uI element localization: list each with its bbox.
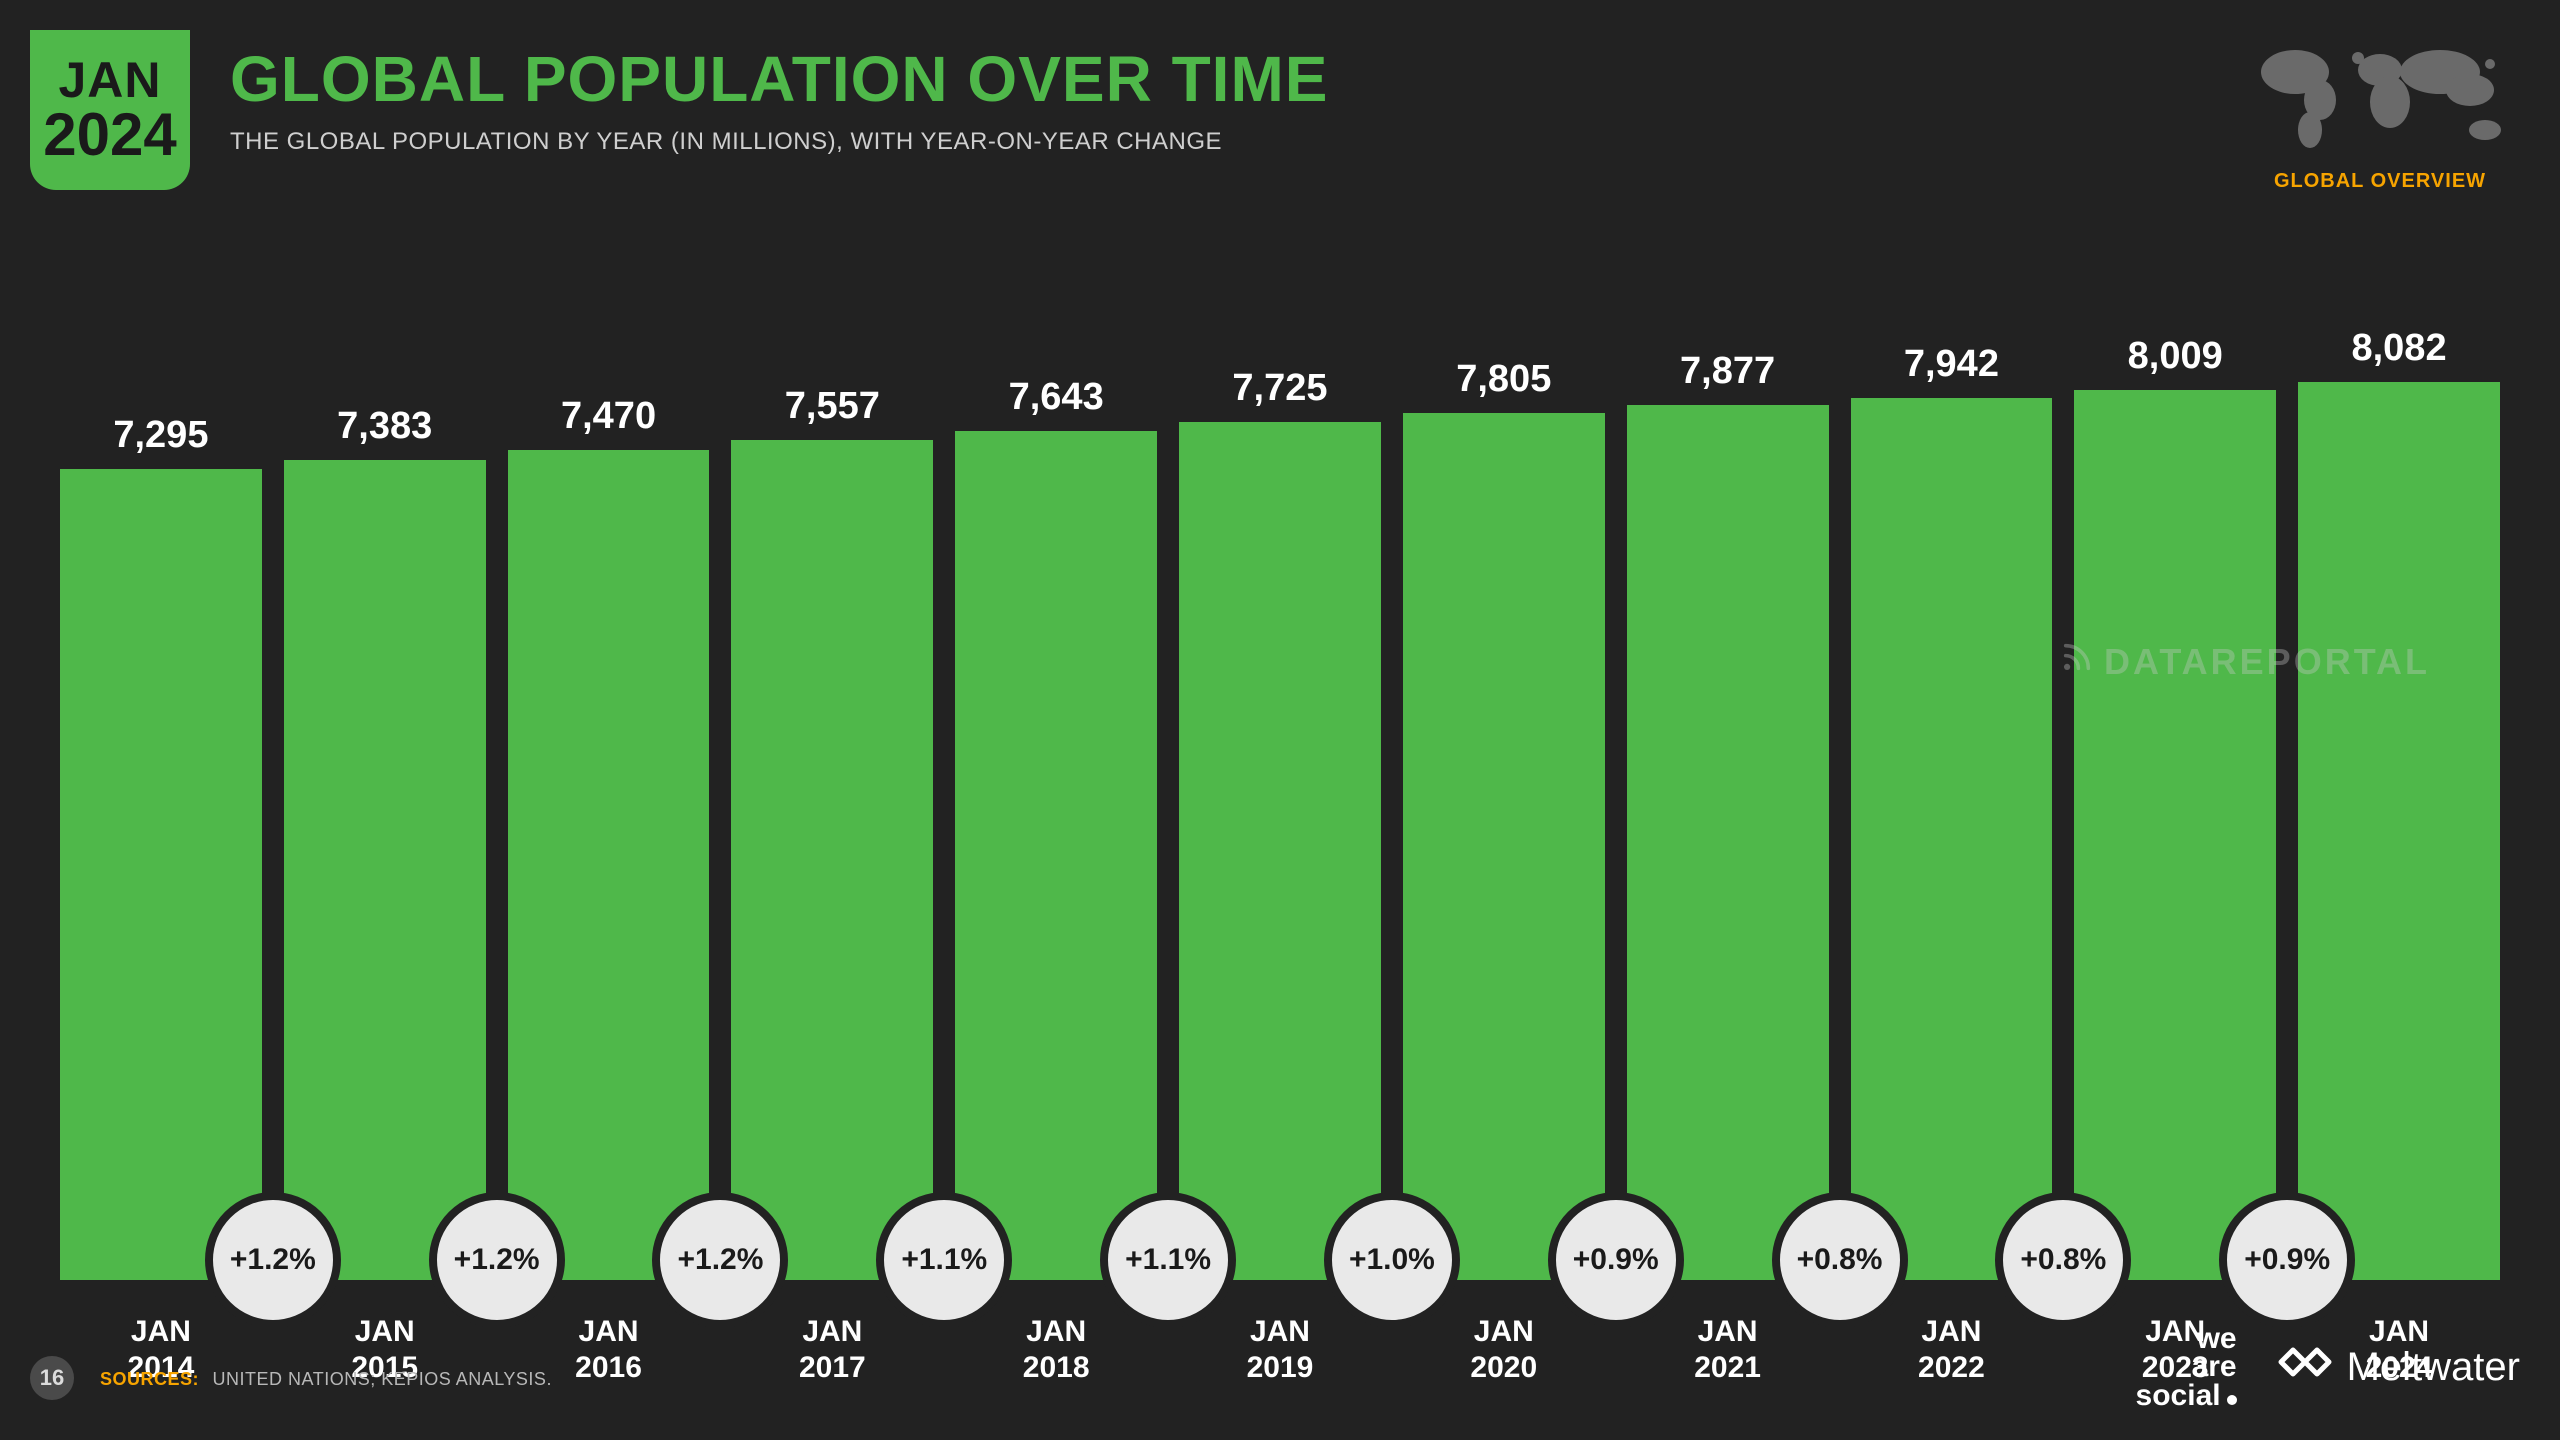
chart-bar [1403, 413, 1605, 1280]
chart-bar [731, 440, 933, 1280]
meltwater-logo: Meltwater [2277, 1342, 2520, 1392]
sources-label: SOURCES: [100, 1369, 199, 1389]
chart-bar [1851, 398, 2053, 1280]
bar-value-label: 7,643 [955, 376, 1157, 419]
chart-column: 7,942JAN2022 [1851, 280, 2053, 1280]
bar-value-label: 8,082 [2298, 327, 2500, 370]
bar-value-label: 7,295 [60, 414, 262, 457]
sources-line: SOURCES: UNITED NATIONS; KEPIOS ANALYSIS… [100, 1369, 552, 1390]
meltwater-text: Meltwater [2347, 1345, 2520, 1390]
bar-value-label: 7,470 [508, 395, 710, 438]
watermark: DATAREPORTAL [2060, 640, 2430, 683]
page-number-badge: 16 [30, 1356, 74, 1400]
yoy-change-bubble: +0.8% [1995, 1192, 2131, 1328]
page-subtitle: THE GLOBAL POPULATION BY YEAR (IN MILLIO… [230, 128, 1328, 156]
yoy-change-bubble: +1.2% [205, 1192, 341, 1328]
yoy-change-bubble: +1.1% [1100, 1192, 1236, 1328]
chart-column: 7,805JAN2020 [1403, 280, 1605, 1280]
bar-value-label: 7,557 [731, 385, 933, 428]
chart-column: 7,877JAN2021 [1627, 280, 1829, 1280]
watermark-text: DATAREPORTAL [2104, 641, 2430, 683]
chart-bar [1179, 422, 1381, 1280]
yoy-change-bubble: +1.2% [652, 1192, 788, 1328]
footer-logos: we are social Meltwater [2136, 1325, 2520, 1411]
chart-column: 8,009JAN2023 [2074, 280, 2276, 1280]
chart-bar [2298, 382, 2500, 1280]
logo1-line3: social [2136, 1382, 2237, 1411]
title-block: GLOBAL POPULATION OVER TIME THE GLOBAL P… [230, 42, 1328, 156]
sources-text: UNITED NATIONS; KEPIOS ANALYSIS. [213, 1369, 552, 1389]
yoy-change-bubble: +0.9% [1548, 1192, 1684, 1328]
yoy-change-bubble: +0.8% [1772, 1192, 1908, 1328]
chart-bar [955, 431, 1157, 1280]
chart-bar [60, 469, 262, 1280]
chart-column: 7,383JAN2015 [284, 280, 486, 1280]
logo1-line1: we [2136, 1325, 2237, 1354]
chart-column: 7,557JAN2017 [731, 280, 933, 1280]
yoy-change-bubble: +1.2% [429, 1192, 565, 1328]
chart-bar [1627, 405, 1829, 1280]
chart-bar [508, 450, 710, 1280]
bar-value-label: 7,877 [1627, 350, 1829, 393]
bar-value-label: 7,942 [1851, 343, 2053, 386]
footer: 16 SOURCES: UNITED NATIONS; KEPIOS ANALY… [0, 1330, 2560, 1440]
bar-value-label: 7,805 [1403, 358, 1605, 401]
world-overview-block: GLOBAL OVERVIEW [2240, 30, 2520, 193]
bar-value-label: 7,725 [1179, 367, 1381, 410]
page-title: GLOBAL POPULATION OVER TIME [230, 42, 1328, 116]
chart-column: 7,643JAN2018 [955, 280, 1157, 1280]
population-bar-chart: 7,295JAN20147,383JAN20157,470JAN20167,55… [60, 280, 2500, 1280]
chart-bar [284, 460, 486, 1280]
logo1-line2: are [2136, 1353, 2237, 1382]
bar-value-label: 7,383 [284, 405, 486, 448]
yoy-change-bubble: +1.1% [876, 1192, 1012, 1328]
world-map-icon [2240, 30, 2520, 160]
yoy-change-bubble: +1.0% [1324, 1192, 1460, 1328]
yoy-change-bubble: +0.9% [2219, 1192, 2355, 1328]
chart-column: 8,082JAN2024 [2298, 280, 2500, 1280]
chart-column: 7,470JAN2016 [508, 280, 710, 1280]
chart-column: 7,295JAN2014 [60, 280, 262, 1280]
broadcast-icon [2060, 640, 2094, 683]
badge-year: 2024 [43, 105, 176, 165]
chart-bar [2074, 390, 2276, 1280]
badge-month: JAN [58, 55, 161, 105]
chart-column: 7,725JAN2019 [1179, 280, 1381, 1280]
meltwater-icon [2277, 1342, 2333, 1392]
we-are-social-logo: we are social [2136, 1325, 2237, 1411]
bar-value-label: 8,009 [2074, 335, 2276, 378]
overview-label: GLOBAL OVERVIEW [2240, 170, 2520, 193]
date-badge: JAN 2024 [30, 30, 190, 190]
